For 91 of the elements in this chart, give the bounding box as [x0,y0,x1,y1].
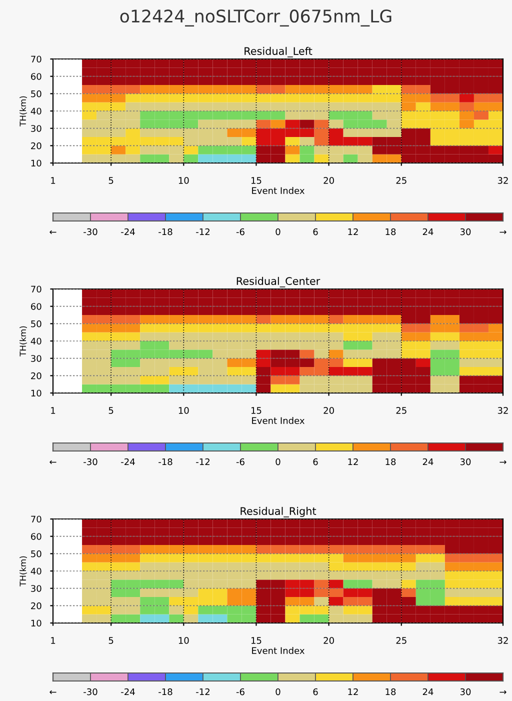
color-bar-label: -12 [196,688,210,696]
color-bar-label: 0 [276,688,280,696]
x-tick-label: 32 [498,407,508,414]
x-tick-label: 32 [498,177,508,184]
color-bar-label: 12 [348,458,358,466]
color-bar-label: 18 [386,228,396,236]
text: → [500,230,506,234]
y-tick-label: 20 [31,602,42,610]
color-bar-label: 18 [386,688,396,696]
color-bar-label: 24 [422,688,434,696]
chart-title: Residual_Center [236,276,320,288]
color-bar-label: -18 [158,458,172,466]
y-tick-label: 70 [31,516,42,523]
y-tick-label: 70 [31,56,42,63]
text: → [500,690,506,694]
y-tick-label: 60 [31,303,42,310]
color-bar-label: 0 [276,458,280,466]
x-tick-label: 1 [51,637,56,644]
y-tick-label: 50 [31,550,42,558]
y-tick-label: 10 [31,160,42,167]
x-tick-label: 1 [51,407,56,414]
color-bar-label: -18 [158,228,172,236]
color-bar-label: -6 [236,688,244,696]
x-tick-label: 1 [51,177,56,184]
color-bar-label: -12 [196,228,210,236]
x-axis-title: Event Index [252,417,304,424]
y-tick-label: 50 [31,90,42,98]
x-tick-label: 20 [324,177,334,184]
text: → [500,460,506,464]
color-bar-label: 6 [313,228,318,236]
color-bar-label: -24 [121,228,135,236]
color-bar-label: 30 [460,228,471,236]
x-tick-label: 25 [396,177,406,184]
x-axis-title: Event Index [252,647,304,654]
color-bar-label: -6 [236,458,244,466]
color-bar-label: -30 [84,458,98,466]
color-bar-label: 24 [422,458,434,466]
text: ← [50,460,56,464]
color-bar-label: 0 [276,228,280,236]
x-tick-label: 5 [108,637,114,644]
color-bar-label: 12 [348,688,358,696]
color-bar-label: -12 [196,458,210,466]
y-tick-label: 70 [31,286,42,293]
color-bar-label: 30 [460,458,471,466]
x-tick-label: 5 [108,407,114,414]
y-tick-label: 40 [30,108,42,115]
color-bar-label: 6 [313,458,318,466]
y-tick-label: 10 [31,390,42,397]
x-tick-label: 20 [324,637,334,644]
color-bar-label: -24 [121,458,135,466]
y-tick-label: 40 [30,338,42,345]
x-tick-label: 20 [324,407,334,414]
y-tick-label: 30 [31,125,42,132]
x-tick-label: 25 [396,407,406,414]
x-tick-label: 15 [251,637,262,644]
color-bar-label: -6 [236,228,244,236]
x-tick-label: 10 [178,637,189,644]
color-bar-label: 18 [386,458,396,466]
chart-title: o12424_noSLTCorr_0675nm_LG [120,10,392,26]
chart-subtitle: Residual_Left [244,46,312,58]
x-tick-label: 10 [178,407,189,414]
x-tick-label: 25 [396,637,406,644]
y-tick-label: 60 [31,533,42,540]
color-bar-label: 30 [460,688,471,696]
color-bar-label: 6 [313,688,318,696]
y-tick-label: 10 [31,620,42,627]
y-tick-label: 60 [31,73,42,80]
y-tick-label: 30 [31,355,42,362]
x-axis-title: Event Index [252,187,304,194]
color-bar-label: 24 [422,228,434,236]
x-tick-label: 5 [108,177,114,184]
x-tick-label: 32 [498,637,508,644]
y-axis-title: TH(km) [20,326,27,356]
y-tick-label: 40 [30,568,42,575]
x-tick-label: 15 [251,177,262,184]
y-tick-label: 50 [31,320,42,328]
color-bar-label: -30 [84,688,98,696]
color-bar-label: -24 [121,688,135,696]
text: ← [50,690,56,694]
y-axis-title: TH(km) [20,556,27,586]
y-tick-label: 20 [31,372,42,380]
color-bar-label: -30 [84,228,98,236]
color-bar-label: 12 [348,228,358,236]
color-bar-label: -18 [158,688,172,696]
y-axis-title: TH(km) [20,96,27,126]
y-tick-label: 20 [31,142,42,150]
text: ← [50,230,56,234]
x-tick-label: 15 [251,407,262,414]
x-tick-label: 10 [178,177,189,184]
chart-title: Residual_Right [240,506,316,518]
y-tick-label: 30 [31,585,42,592]
